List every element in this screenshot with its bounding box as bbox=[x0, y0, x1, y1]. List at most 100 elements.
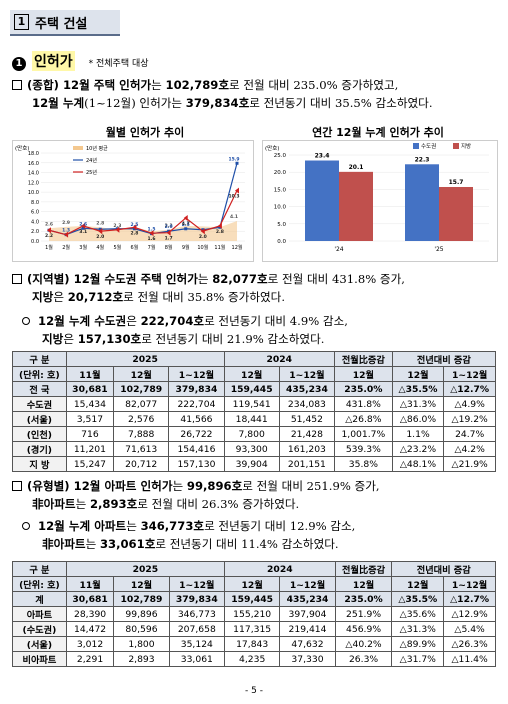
data-label: 2.3 bbox=[165, 223, 173, 229]
table-cell: 117,315 bbox=[223, 621, 281, 637]
bar-value-label: 22.3 bbox=[415, 156, 430, 163]
chart1-title: 월별 인허가 추이 bbox=[105, 126, 185, 139]
table-cell: 80,596 bbox=[113, 621, 170, 637]
x-tick-label: 7월 bbox=[148, 244, 156, 251]
table-cell: △23.2% bbox=[391, 441, 445, 457]
table-cell: 41,566 bbox=[168, 411, 225, 427]
y-tick-label: 14.0 bbox=[28, 171, 39, 177]
table-cell: 207,658 bbox=[168, 621, 225, 637]
table-cell: 1,800 bbox=[113, 636, 170, 652]
subsection-title: 인허가 bbox=[32, 51, 75, 71]
legend-swatch-metro bbox=[413, 143, 419, 149]
point-24 bbox=[81, 226, 85, 230]
data-label: 2.3 bbox=[113, 223, 121, 229]
point-25 bbox=[132, 224, 137, 231]
point-25 bbox=[235, 187, 239, 194]
data-label: 2.2 bbox=[45, 233, 53, 239]
table-row: 계 30,681 102,789 379,834 159,445 435,234 235.0… bbox=[12, 591, 496, 607]
table-cell: 2,576 bbox=[113, 411, 170, 427]
table-cell: 3,012 bbox=[65, 636, 115, 652]
table-cell: △26.8% bbox=[334, 411, 393, 427]
legend-swatch-local bbox=[453, 143, 459, 149]
table-cell: 35.8% bbox=[334, 456, 393, 472]
table-cell: 37,330 bbox=[279, 651, 336, 667]
table-cell: △89.9% bbox=[391, 636, 445, 652]
table-cell: 155,210 bbox=[223, 606, 281, 622]
table-row: (경기) 11,201 71,613 154,416 93,300 161,203 539.… bbox=[12, 441, 496, 457]
point-25 bbox=[149, 230, 154, 237]
table-cell: 222,704 bbox=[168, 396, 225, 412]
point-25 bbox=[166, 229, 171, 236]
row-label-cell: (경기) bbox=[12, 441, 67, 457]
table-row: 비아파트 2,291 2,893 33,061 4,235 37,330 26.3% △31.… bbox=[12, 651, 496, 667]
table-cell: 14,472 bbox=[65, 621, 115, 637]
table-cell: △21.9% bbox=[443, 456, 496, 472]
y-tick-label: 12.0 bbox=[28, 180, 39, 186]
table-row: 수도권 15,434 82,077 222,704 119,541 234,083 431.… bbox=[12, 396, 496, 412]
legend-label: 수도권 bbox=[421, 142, 436, 150]
point-25 bbox=[64, 231, 69, 238]
table-cell: 1.1% bbox=[391, 426, 445, 442]
data-label: 2.0 bbox=[199, 234, 207, 240]
paragraph-regional: (지역별) 12월 수도권 주택 인허가는 82,077호로 전월 대비 431… bbox=[12, 270, 502, 306]
table-row: 아파트 28,390 99,896 346,773 155,210 397,904 251.… bbox=[12, 606, 496, 622]
x-tick-label: 3월 bbox=[79, 244, 87, 251]
table-cell: 33,061 bbox=[168, 651, 225, 667]
table-cell: 102,789 bbox=[113, 591, 170, 607]
table-cell: 539.3% bbox=[334, 441, 393, 457]
point-24 bbox=[98, 227, 102, 231]
y-tick-label: 18.0 bbox=[28, 151, 39, 157]
row-label-cell: (서울) bbox=[12, 411, 67, 427]
y-tick-label: 2.0 bbox=[31, 229, 39, 235]
table-cell: △19.2% bbox=[443, 411, 496, 427]
y-tick-label: 25.0 bbox=[274, 153, 287, 159]
subsection-note: * 전체주택 대상 bbox=[88, 59, 149, 69]
checkbox-square-icon bbox=[12, 481, 22, 491]
series-line-24 bbox=[48, 163, 238, 236]
table-cell: △31.7% bbox=[391, 651, 445, 667]
table-row: (수도권) 14,472 80,596 207,658 117,315 219,414 45… bbox=[12, 621, 496, 637]
table-subheader-row: (단위: 호) 11월 12월 1~12월 12월 1~12월 12월 12월 … bbox=[12, 576, 496, 592]
row-label-cell: (인천) bbox=[12, 426, 67, 442]
table-cell: 201,151 bbox=[278, 456, 336, 472]
page-number: - 5 - bbox=[245, 686, 263, 696]
paragraph-total: (종합) 12월 주택 인허가는 102,789호로 전월 대비 235.0% … bbox=[12, 76, 502, 112]
table-cell: 15,247 bbox=[65, 456, 115, 472]
table-cell: △35.6% bbox=[391, 606, 445, 622]
data-label: 2.9 bbox=[62, 220, 70, 226]
point-25 bbox=[115, 226, 120, 233]
table-row: 지 방 15,247 20,712 157,130 39,904 201,151 35.8%… bbox=[12, 456, 496, 472]
table-cell: △5.4% bbox=[443, 621, 496, 637]
table-cell: 251.9% bbox=[334, 606, 393, 622]
data-label: 10.3 bbox=[228, 194, 239, 200]
y-tick-label: 0.0 bbox=[277, 239, 286, 245]
table-cell: 26,722 bbox=[168, 426, 225, 442]
table-cell: 7,800 bbox=[223, 426, 280, 442]
table-cell: △86.0% bbox=[391, 411, 445, 427]
y-tick-label: 10.0 bbox=[28, 190, 39, 196]
chart2-box: (만호) 25.0 20.0 15.0 10.0 5.0 0.0 '24 23.4 20.1 '25… bbox=[262, 140, 498, 262]
point-24 bbox=[235, 161, 239, 165]
point-25 bbox=[200, 228, 205, 235]
y-tick-label: 4.0 bbox=[31, 219, 39, 225]
monthly-permits-line-chart: (만호)18.0 16.0 14.0 12.0 10.0 8.0 6.0 4.0 2.0 0.0 1… bbox=[15, 144, 245, 251]
paragraph-type: (유형별) 12월 아파트 인허가는 99,896호로 전월 대비 251.9%… bbox=[12, 477, 502, 513]
y-tick-label: 6.0 bbox=[31, 210, 39, 216]
table-cell: 431.8% bbox=[334, 396, 393, 412]
table-row: 전 국 30,681 102,789 379,834 159,445 435,234 235… bbox=[12, 381, 496, 397]
table-cell: △4.2% bbox=[443, 441, 496, 457]
row-label-cell: 전 국 bbox=[12, 381, 67, 397]
chart2-title: 연간 12월 누계 인허가 추이 bbox=[312, 126, 444, 139]
bar-local bbox=[439, 186, 473, 241]
table-cell: 716 bbox=[65, 426, 115, 442]
table-cell: 4,235 bbox=[223, 651, 281, 667]
table-cell: 28,390 bbox=[65, 606, 115, 622]
table-cell: 24.7% bbox=[443, 426, 496, 442]
table-cell: 379,834 bbox=[168, 381, 225, 397]
data-label: 2.8 bbox=[216, 229, 224, 235]
bar-value-label: 23.4 bbox=[315, 153, 330, 160]
subsection-bullet: 1 bbox=[12, 57, 26, 71]
annual-cumulative-bar-chart: (만호)25.0 20.0 15.0 10.0 5.0 0.0 '24 23.4 20.1 '25… bbox=[265, 142, 489, 253]
bar-metro bbox=[405, 164, 439, 241]
checkbox-square-icon bbox=[12, 274, 22, 284]
